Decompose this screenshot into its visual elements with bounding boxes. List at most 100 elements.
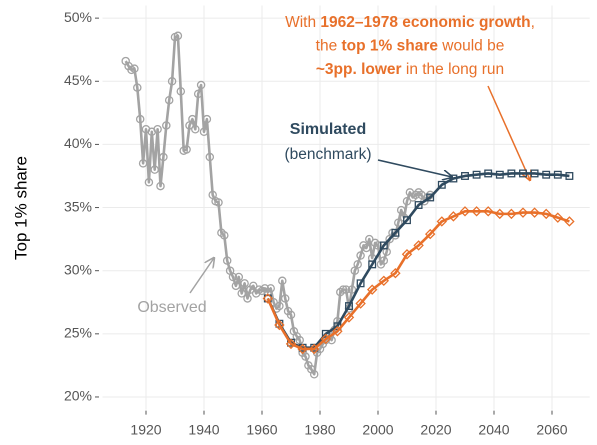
point bbox=[373, 241, 383, 250]
point bbox=[240, 279, 249, 288]
point bbox=[413, 240, 424, 251]
annotation: (benchmark) bbox=[285, 146, 372, 163]
point bbox=[403, 216, 411, 225]
annotation-part: ~3pp. lower bbox=[316, 61, 402, 78]
point bbox=[138, 159, 148, 168]
annotation-part: , bbox=[531, 14, 535, 31]
point bbox=[320, 333, 332, 345]
point bbox=[173, 31, 183, 41]
point bbox=[243, 294, 252, 303]
point bbox=[280, 294, 290, 303]
point bbox=[228, 272, 238, 282]
point bbox=[205, 152, 215, 162]
series-line bbox=[266, 172, 570, 350]
point bbox=[449, 174, 458, 183]
point bbox=[297, 343, 308, 355]
point bbox=[394, 218, 403, 227]
point bbox=[262, 293, 274, 304]
point bbox=[150, 165, 159, 174]
point bbox=[565, 172, 574, 180]
point bbox=[437, 180, 446, 189]
point bbox=[519, 169, 527, 178]
annotation-part: would be bbox=[438, 38, 504, 55]
x-tick-label: 1980 bbox=[304, 421, 335, 437]
annotation-part: With bbox=[285, 14, 320, 31]
point bbox=[366, 284, 378, 295]
x-tick-label: 1960 bbox=[246, 421, 277, 437]
point bbox=[553, 170, 562, 179]
annotation-part: the bbox=[316, 38, 342, 55]
point bbox=[220, 231, 229, 240]
point bbox=[495, 170, 504, 179]
x-tick-label: 1920 bbox=[130, 421, 161, 437]
point bbox=[353, 260, 362, 269]
point bbox=[301, 352, 310, 361]
point bbox=[202, 114, 212, 124]
point bbox=[274, 319, 285, 331]
point bbox=[153, 125, 162, 134]
point bbox=[321, 329, 330, 338]
grid bbox=[102, 5, 590, 410]
x-tick-label: 2060 bbox=[536, 421, 567, 437]
point bbox=[426, 193, 435, 202]
point bbox=[484, 169, 493, 178]
point bbox=[234, 272, 244, 282]
point bbox=[459, 206, 471, 217]
point bbox=[332, 326, 343, 337]
point bbox=[542, 170, 551, 179]
point bbox=[266, 284, 275, 293]
point bbox=[540, 208, 552, 220]
point bbox=[391, 228, 400, 237]
y-tick-label: 30% bbox=[64, 261, 92, 277]
y-tick-label: 40% bbox=[64, 135, 92, 151]
point bbox=[401, 249, 413, 260]
series-label: Observed bbox=[137, 299, 206, 316]
point bbox=[278, 276, 287, 286]
point bbox=[507, 169, 516, 178]
point bbox=[222, 256, 232, 265]
point bbox=[529, 207, 540, 218]
y-tick-label: 25% bbox=[64, 325, 92, 341]
point bbox=[424, 228, 436, 240]
point bbox=[286, 310, 296, 320]
point bbox=[135, 114, 145, 124]
point bbox=[396, 205, 406, 215]
point bbox=[390, 267, 401, 279]
point bbox=[378, 275, 390, 287]
point bbox=[402, 196, 412, 206]
x-tick-label: 2000 bbox=[362, 421, 393, 437]
point bbox=[414, 201, 423, 209]
point bbox=[530, 169, 539, 178]
point bbox=[285, 338, 297, 350]
annotation-part: top 1% share bbox=[342, 38, 439, 55]
y-tick-label: 50% bbox=[64, 9, 92, 25]
annotation-part: 1962–1978 economic growth bbox=[320, 14, 530, 31]
x-tick-label: 2020 bbox=[420, 421, 451, 437]
point bbox=[472, 170, 481, 179]
point bbox=[341, 285, 351, 294]
point bbox=[356, 279, 365, 288]
point bbox=[356, 251, 365, 260]
point bbox=[182, 145, 191, 154]
point bbox=[295, 335, 304, 345]
point bbox=[144, 178, 154, 187]
point bbox=[191, 125, 200, 134]
point bbox=[368, 260, 377, 269]
point bbox=[156, 181, 165, 191]
point bbox=[461, 172, 469, 180]
point bbox=[309, 369, 319, 379]
point bbox=[249, 281, 258, 291]
series-label: Simulated bbox=[290, 121, 366, 138]
point bbox=[343, 312, 355, 323]
point bbox=[379, 256, 389, 265]
point bbox=[436, 216, 448, 227]
point bbox=[517, 207, 529, 218]
point bbox=[159, 152, 168, 162]
point bbox=[130, 64, 139, 73]
point bbox=[237, 289, 246, 298]
y-axis-label: Top 1% share bbox=[11, 156, 30, 260]
point bbox=[338, 285, 348, 294]
point bbox=[365, 234, 374, 244]
point bbox=[133, 83, 142, 92]
point bbox=[506, 208, 517, 220]
